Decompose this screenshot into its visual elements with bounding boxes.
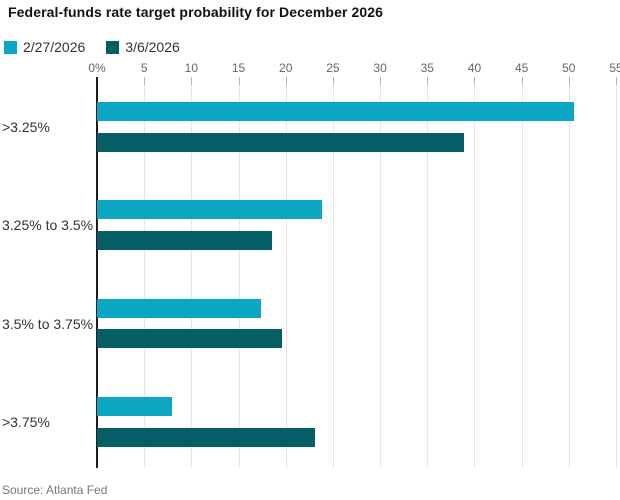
gridline (474, 85, 476, 468)
x-axis-tick-mark (474, 77, 476, 85)
legend: 2/27/2026 3/6/2026 (4, 39, 180, 55)
x-axis-tick-mark (285, 77, 287, 85)
legend-swatch-icon (106, 40, 120, 54)
gridline (332, 85, 334, 468)
category-label: >3.25% (2, 118, 50, 135)
legend-item-series1: 2/27/2026 (4, 39, 85, 55)
x-axis-tick-mark (191, 77, 193, 85)
bar-3-6-2026 (97, 329, 282, 349)
x-axis-tick-mark (616, 77, 617, 85)
gridline (238, 85, 240, 468)
bar-2-27-2026 (97, 200, 322, 220)
gridline (285, 85, 287, 468)
x-axis-tick-label: 30 (373, 61, 387, 75)
legend-label: 2/27/2026 (23, 39, 86, 55)
x-axis-tick-mark (238, 77, 240, 85)
legend-item-series2: 3/6/2026 (106, 39, 180, 55)
legend-swatch-icon (4, 40, 17, 54)
gridline (521, 85, 523, 468)
x-axis-tick-label: 15 (231, 61, 246, 75)
bar-3-6-2026 (97, 230, 272, 250)
x-axis-tick-label: 5 (140, 61, 148, 75)
gridline (380, 85, 382, 468)
category-label: 3.25% to 3.5% (2, 217, 94, 234)
gridline (427, 85, 429, 468)
x-axis-tick-label: 25 (326, 61, 340, 75)
x-axis-tick-label: 0% (88, 61, 106, 75)
bar-3-6-2026 (97, 427, 315, 447)
x-axis-tick-mark (427, 77, 429, 85)
x-axis-tick-mark (332, 77, 334, 85)
bar-2-27-2026 (97, 102, 575, 121)
gridline (191, 85, 193, 468)
x-axis-zero-line (96, 77, 98, 468)
x-axis-tick-label: 35 (420, 61, 434, 75)
category-label: >3.75% (2, 413, 50, 430)
x-axis-tick-mark (521, 77, 523, 85)
x-axis-tick-mark (380, 77, 382, 85)
bar-2-27-2026 (97, 397, 173, 417)
source-note: Source: Atlanta Fed (2, 483, 108, 497)
bar-2-27-2026 (97, 298, 262, 318)
x-axis-tick-mark (144, 77, 146, 85)
gridline (568, 85, 570, 468)
gridline (144, 85, 146, 468)
legend-label: 3/6/2026 (125, 39, 180, 55)
x-axis-tick-label: 55 (609, 61, 620, 75)
x-axis-tick-label: 40 (467, 61, 482, 75)
x-axis-tick-label: 50 (562, 61, 576, 75)
x-axis-tick-label: 45 (514, 61, 529, 75)
chart-title: Federal-funds rate target probability fo… (8, 4, 384, 20)
gridline (616, 85, 617, 468)
category-label: 3.5% to 3.75% (2, 315, 94, 332)
bar-3-6-2026 (97, 132, 465, 152)
x-axis-tick-mark (568, 77, 570, 85)
x-axis-tick-label: 10 (184, 61, 199, 75)
x-axis-tick-label: 20 (279, 61, 293, 75)
